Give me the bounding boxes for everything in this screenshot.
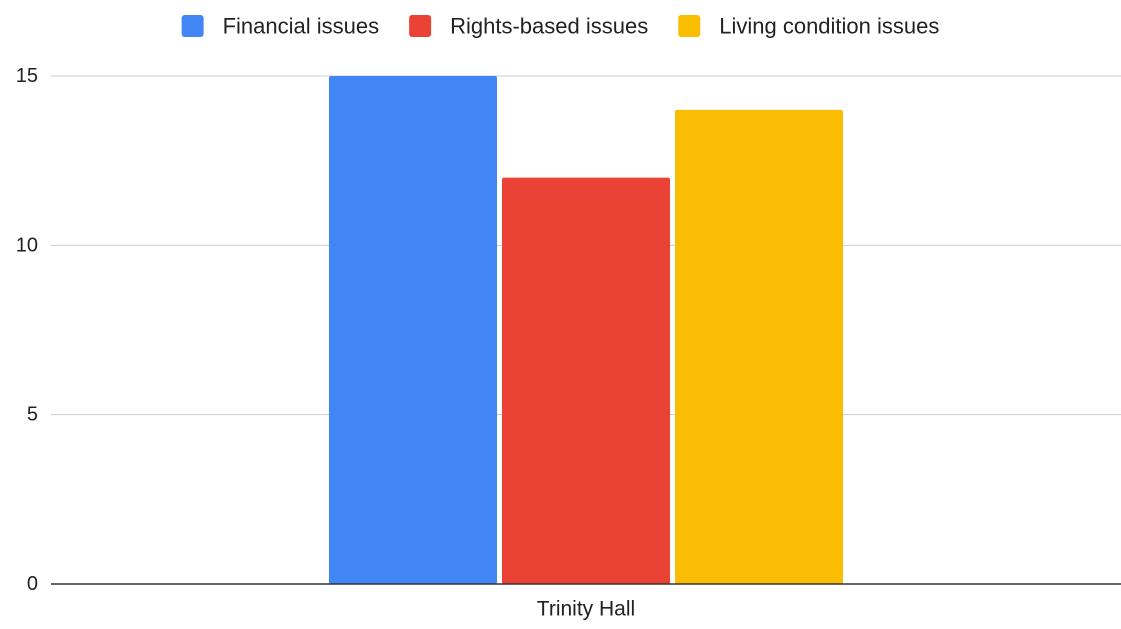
axes: 0 5 10 15 Trinity Hall xyxy=(16,65,1121,621)
bars xyxy=(329,76,843,584)
y-tick-label: 0 xyxy=(27,573,38,595)
legend-swatch xyxy=(181,15,204,37)
legend: Financial issues Rights-based issues Livin… xyxy=(181,14,939,39)
y-tick-label: 5 xyxy=(27,404,38,426)
legend-swatch xyxy=(409,15,432,37)
legend-label: Financial issues xyxy=(223,14,380,39)
legend-label: Living condition issues xyxy=(719,14,939,39)
x-category-label: Trinity Hall xyxy=(537,598,635,621)
bar xyxy=(502,177,670,584)
bar xyxy=(329,76,497,584)
legend-swatch xyxy=(678,15,701,37)
legend-label: Rights-based issues xyxy=(450,14,648,39)
y-tick-label: 15 xyxy=(16,65,38,87)
y-tick-label: 10 xyxy=(16,234,38,256)
bar xyxy=(675,109,843,584)
